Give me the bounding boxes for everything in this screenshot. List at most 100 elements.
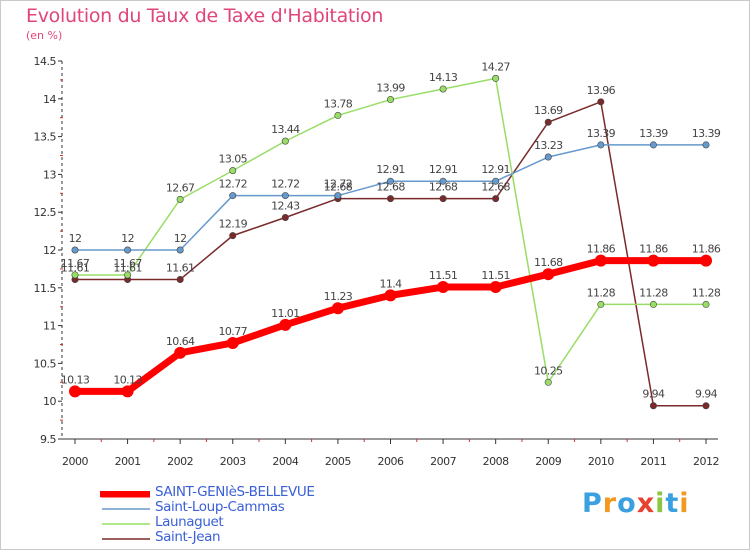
chart-series <box>69 74 712 410</box>
data-point <box>124 271 132 279</box>
data-point <box>121 385 134 398</box>
logo-letter: t <box>665 488 680 519</box>
data-label: 12.67 <box>166 181 195 194</box>
y-tick-label: 10.5 <box>34 357 57 370</box>
data-label: 10.13 <box>113 373 142 386</box>
data-point <box>544 118 552 126</box>
legend-item: Saint-Loup-Cammas <box>100 499 360 515</box>
legend-item: SAINT-GENIèS-BELLEVUE <box>100 484 360 500</box>
logo-letter: o <box>617 488 637 519</box>
data-point <box>386 177 394 185</box>
data-label: 12.91 <box>429 163 458 176</box>
data-point <box>334 192 342 200</box>
data-point <box>281 192 289 200</box>
y-tick-label: 11.5 <box>34 282 57 295</box>
chart-data-labels: 10.13 10.13 10.64 10.77 11.01 11.23 11.4 11.51 1… <box>61 60 722 401</box>
data-label: 12.72 <box>219 178 248 191</box>
legend-item: Saint-Jean <box>100 529 360 545</box>
data-label: 11.28 <box>639 286 668 299</box>
legend-label: Saint-Jean <box>155 529 221 545</box>
data-label: 14.27 <box>481 60 510 73</box>
data-label: 11.86 <box>639 243 668 256</box>
data-point <box>176 195 184 203</box>
data-label: 13.99 <box>376 82 405 95</box>
x-tick-label: 2008 <box>483 455 509 468</box>
data-point <box>124 246 132 254</box>
logo-letter: r <box>602 488 618 519</box>
data-point <box>597 98 605 106</box>
data-point <box>176 275 184 283</box>
data-label: 11.4 <box>379 277 402 290</box>
data-point <box>544 153 552 161</box>
data-point <box>386 195 394 203</box>
data-label: 14.13 <box>429 71 458 84</box>
data-point <box>71 246 79 254</box>
x-tick-label: 2000 <box>62 455 88 468</box>
y-tick-label: 12.5 <box>34 206 57 219</box>
data-label: 13.39 <box>587 127 616 140</box>
data-label: 11.61 <box>166 261 195 274</box>
data-point <box>492 74 500 82</box>
proxiti-logo: Proxiti <box>582 488 690 519</box>
data-label: 11.28 <box>587 286 616 299</box>
data-label: 13.69 <box>534 104 563 117</box>
legend-item: Launaguet <box>100 514 360 530</box>
data-point <box>229 192 237 200</box>
data-label: 12.91 <box>376 163 405 176</box>
data-point <box>439 85 447 93</box>
legend-swatch <box>102 523 150 525</box>
data-label: 11.51 <box>481 269 510 282</box>
data-label: 12.43 <box>271 199 300 212</box>
data-label: 13.39 <box>692 127 721 140</box>
data-point <box>647 254 660 267</box>
data-label: 13.78 <box>324 97 353 110</box>
x-tick-label: 2005 <box>325 455 351 468</box>
data-point <box>174 346 187 359</box>
legend-label: Saint-Loup-Cammas <box>155 499 285 515</box>
x-tick-label: 2007 <box>430 455 456 468</box>
x-tick-label: 2009 <box>535 455 561 468</box>
data-point <box>649 402 657 410</box>
y-tick-label: 9.5 <box>40 433 56 446</box>
data-point <box>69 385 81 398</box>
data-label: 12.19 <box>219 218 248 231</box>
data-label: 11.51 <box>429 269 458 282</box>
data-label: 11.86 <box>692 243 721 256</box>
data-point <box>702 300 710 308</box>
data-label: 12 <box>69 232 82 245</box>
data-label: 10.64 <box>166 335 195 348</box>
legend-label: Launaguet <box>155 514 224 530</box>
data-label: 9.94 <box>695 388 718 401</box>
y-tick-label: 13 <box>43 168 56 181</box>
data-label: 12.72 <box>324 178 353 191</box>
data-point <box>226 336 239 349</box>
data-point <box>700 254 712 267</box>
data-point <box>702 402 710 410</box>
y-tick-label: 12 <box>43 244 56 257</box>
chart-title: Evolution du Taux de Taxe d'Habitation <box>26 5 384 27</box>
data-point <box>176 246 184 254</box>
data-label: 12 <box>121 232 134 245</box>
x-tick-label: 2012 <box>693 455 719 468</box>
data-point <box>702 141 710 149</box>
x-tick-label: 2002 <box>167 455 193 468</box>
data-point <box>489 281 502 294</box>
x-tick-label: 2003 <box>220 455 246 468</box>
data-label: 11.67 <box>113 257 142 270</box>
data-point <box>597 141 605 149</box>
data-point <box>71 271 79 279</box>
chart-unit-label: (en %) <box>26 29 63 42</box>
data-point <box>229 167 237 175</box>
data-point <box>386 96 394 104</box>
data-label: 13.05 <box>219 153 248 166</box>
data-label: 12.68 <box>429 181 458 194</box>
logo-letter: P <box>582 488 603 519</box>
data-label: 11.01 <box>271 307 300 320</box>
data-label: 11.67 <box>61 257 90 270</box>
data-label: 12.68 <box>324 181 353 194</box>
x-tick-label: 2011 <box>640 455 666 468</box>
data-label: 10.77 <box>219 325 248 338</box>
data-label: 13.23 <box>534 139 563 152</box>
data-label: 13.39 <box>639 127 668 140</box>
data-label: 11.68 <box>534 256 563 269</box>
